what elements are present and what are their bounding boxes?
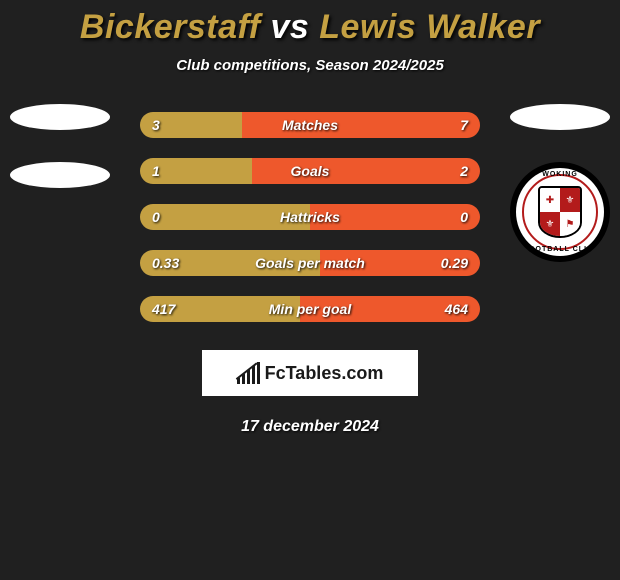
stat-bar-right-fill (252, 158, 480, 184)
stat-bar-right-fill (310, 204, 480, 230)
bar-chart-icon-bar (257, 362, 260, 384)
player-avatar-placeholder (10, 104, 110, 130)
stat-bar: Goals per match0.330.29 (140, 250, 480, 276)
stat-bar-right-fill (300, 296, 480, 322)
stat-bar: Goals12 (140, 158, 480, 184)
source-logo: FcTables.com (202, 350, 418, 396)
bar-chart-icon-bar (252, 366, 255, 384)
shield-quadrant: ✚ (540, 188, 560, 212)
club-badge-name-bot: FOOTBALL CLUB (516, 246, 604, 253)
shield-quadrant: ⚜ (540, 212, 560, 236)
player-right-badges: WOKING ✚ ⚜ ⚜ ⚑ FOOTBALL CLUB (510, 104, 610, 262)
stat-bar-left-fill (140, 112, 242, 138)
club-badge-shield: ✚ ⚜ ⚜ ⚑ (538, 186, 582, 238)
subtitle: Club competitions, Season 2024/2025 (0, 57, 620, 74)
stat-bar-left-fill (140, 250, 320, 276)
stat-bar-right-fill (320, 250, 480, 276)
stat-bar-right-fill (242, 112, 480, 138)
comparison-panel: WOKING ✚ ⚜ ⚜ ⚑ FOOTBALL CLUB Matches37 Go… (0, 112, 620, 322)
stat-bar: Min per goal417464 (140, 296, 480, 322)
page-title: Bickerstaff vs Lewis Walker (0, 0, 620, 47)
stat-bar-left-fill (140, 296, 300, 322)
club-badge-name-top: WOKING (516, 171, 604, 178)
player-left-badges (10, 104, 110, 188)
club-badge-woking: WOKING ✚ ⚜ ⚜ ⚑ FOOTBALL CLUB (510, 162, 610, 262)
title-vs: vs (271, 8, 320, 46)
shield-quadrant: ⚜ (560, 188, 580, 212)
title-player-left: Bickerstaff (80, 8, 261, 46)
title-player-right: Lewis Walker (319, 8, 540, 46)
club-badge-placeholder (10, 162, 110, 188)
player-avatar-placeholder (510, 104, 610, 130)
bar-chart-icon (237, 362, 261, 384)
stat-bar: Matches37 (140, 112, 480, 138)
stat-bar-left-fill (140, 158, 252, 184)
stat-bars: Matches37 Goals12 Hattricks00 Goals per mat… (140, 112, 480, 322)
snapshot-date: 17 december 2024 (0, 418, 620, 436)
stat-bar-left-fill (140, 204, 310, 230)
stat-bar: Hattricks00 (140, 204, 480, 230)
source-logo-text: FcTables.com (265, 363, 384, 384)
